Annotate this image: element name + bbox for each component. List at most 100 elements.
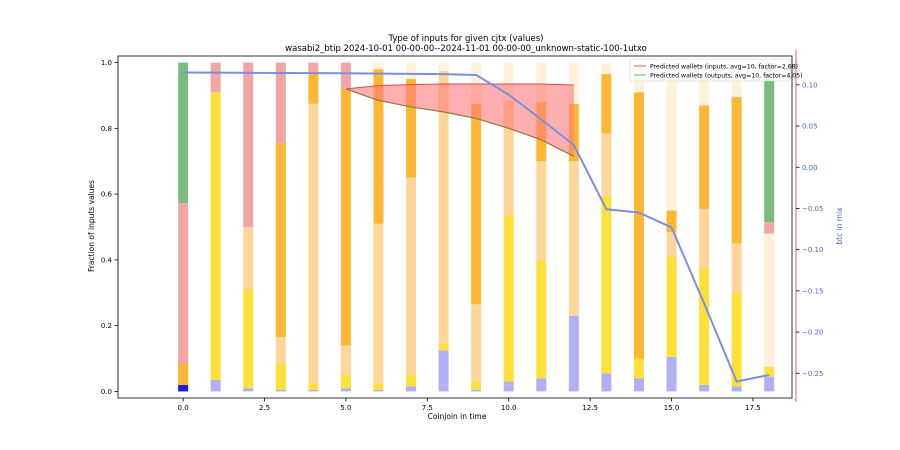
bar-segment-7-1 [406, 386, 417, 392]
x-tick-label-7: 17.5 [745, 404, 761, 412]
bar-segment-15-4 [666, 210, 677, 232]
bar-segment-14-1 [633, 378, 644, 392]
x-tick-label-2: 5.0 [340, 404, 351, 412]
bar-segment-6-5 [373, 62, 384, 70]
bar-segment-0-7 [178, 62, 189, 204]
bar-segment-7-3 [406, 177, 417, 375]
y2-tick-label-1: −0.20 [802, 329, 823, 337]
x-tick-label-5: 12.5 [582, 404, 598, 412]
y2-tick-label-5: 0.00 [802, 164, 818, 172]
y-axis-label: Fraction of inputs values [87, 180, 96, 272]
bar-segment-4-5 [308, 72, 319, 104]
bar-segment-7-4 [406, 79, 417, 178]
bar-segment-18-1 [764, 376, 775, 392]
bar-segment-2-6 [243, 62, 254, 227]
bar-segment-10-3 [503, 100, 514, 216]
bar-segment-14-2 [633, 358, 644, 379]
bar-segment-9-5 [471, 62, 482, 104]
plot-area [178, 62, 775, 392]
bar-segment-17-1 [731, 386, 742, 392]
bar-segment-11-1 [536, 378, 547, 392]
bar-segment-2-2 [243, 289, 254, 389]
bar-segment-5-5 [340, 62, 351, 89]
y2-tick-label-7: 0.10 [802, 81, 818, 89]
axes-frame [117, 55, 793, 399]
chart-subtitle: wasabi2_btip 2024-10-01 00-00-00--2024-1… [285, 44, 647, 54]
bar-segment-13-3 [601, 133, 612, 196]
y-tick-label-5: 1.0 [101, 59, 112, 67]
y-tick-label-0: 0.0 [101, 388, 112, 396]
bar-segment-15-1 [666, 356, 677, 392]
x-axis-label: Coinjoin in time [428, 412, 487, 421]
y-tick-label-3: 0.6 [101, 191, 113, 199]
legend-box [629, 58, 791, 82]
bar-segment-9-1 [471, 389, 482, 392]
bar-segment-10-1 [503, 381, 514, 392]
bar-segment-15-2 [666, 256, 677, 357]
bar-segment-4-4 [308, 103, 319, 384]
inputs-prediction-line [345, 83, 574, 90]
bar-segment-16-5 [699, 62, 710, 106]
bar-segment-3-6 [275, 143, 286, 338]
x-tick-label-6: 15.0 [664, 404, 680, 412]
bar-segment-15-3 [666, 231, 677, 257]
bar-segment-18-4 [764, 233, 775, 367]
legend: Predicted wallets (inputs, avg=10, facto… [629, 58, 803, 82]
bar-segment-11-3 [536, 161, 547, 260]
y2-tick-label-4: −0.05 [802, 205, 823, 213]
bar-segment-10-5 [503, 62, 514, 101]
bar-segment-5-1 [340, 388, 351, 392]
bar-segment-1-6 [210, 62, 221, 93]
bar-segment-3-1 [275, 389, 286, 392]
x-tick-label-1: 2.5 [259, 404, 270, 412]
bar-segment-14-4 [633, 92, 644, 359]
legend-label-1: Predicted wallets (outputs, avg=10, fact… [650, 72, 803, 79]
bar-segment-7-5 [406, 62, 417, 80]
bar-segment-11-2 [536, 259, 547, 379]
bar-segment-5-2 [340, 374, 351, 389]
y-tick-label-2: 0.4 [101, 256, 113, 264]
y-tick-label-1: 0.2 [101, 322, 112, 330]
bar-segment-12-3 [568, 161, 579, 316]
bar-segment-8-5 [438, 62, 449, 71]
bar-segment-6-2 [373, 383, 384, 390]
bar-segment-17-2 [731, 292, 742, 387]
bar-segment-10-2 [503, 215, 514, 382]
y2-tick-label-2: −0.15 [802, 287, 823, 295]
bar-segment-8-1 [438, 350, 449, 392]
bar-segment-17-4 [731, 97, 742, 244]
bar-segment-4-2 [308, 383, 319, 390]
bar-segment-13-5 [601, 62, 612, 75]
btc-in-mix-line [183, 71, 770, 383]
bar-segment-9-4 [471, 103, 482, 305]
bar-segment-3-7 [275, 62, 286, 144]
bar-segment-13-4 [601, 74, 612, 134]
bar-segment-6-4 [373, 69, 384, 224]
bar-segment-2-1 [243, 388, 254, 392]
bar-segment-4-6 [308, 62, 319, 73]
bar-segment-8-2 [438, 343, 449, 351]
bar-segment-1-1 [210, 379, 221, 392]
x-tick-label-3: 7.5 [422, 404, 433, 412]
bar-segment-16-3 [699, 208, 710, 269]
bar-segment-4-1 [308, 389, 319, 392]
bar-segment-17-3 [731, 243, 742, 293]
bar-segment-2-4 [243, 227, 254, 290]
bar-segment-3-4 [275, 337, 286, 364]
bar-segment-16-2 [699, 268, 710, 385]
bar-segment-13-2 [601, 195, 612, 374]
axes: 0.0 2.5 5.0 7.5 10.0 12.5 15.0 17.5 0.0 0.2 0.4 0.6… [101, 50, 823, 412]
bar-segment-0-6 [178, 203, 189, 364]
bar-segment-13-1 [601, 373, 612, 392]
bar-segment-18-5 [764, 222, 775, 234]
legend-label-0: Predicted wallets (inputs, avg=10, facto… [650, 63, 798, 70]
y2-axis-label: btc in mix [835, 207, 844, 245]
bar-segment-11-5 [536, 62, 547, 103]
bar-segment-0-3 [178, 363, 189, 385]
bar-segment-5-3 [340, 345, 351, 375]
bar-segment-8-3 [438, 70, 449, 344]
bar-segment-16-1 [699, 384, 710, 392]
bar-segment-18-2 [764, 366, 775, 377]
bar-segment-18-6 [764, 62, 775, 223]
bar-segment-9-2 [471, 381, 482, 390]
